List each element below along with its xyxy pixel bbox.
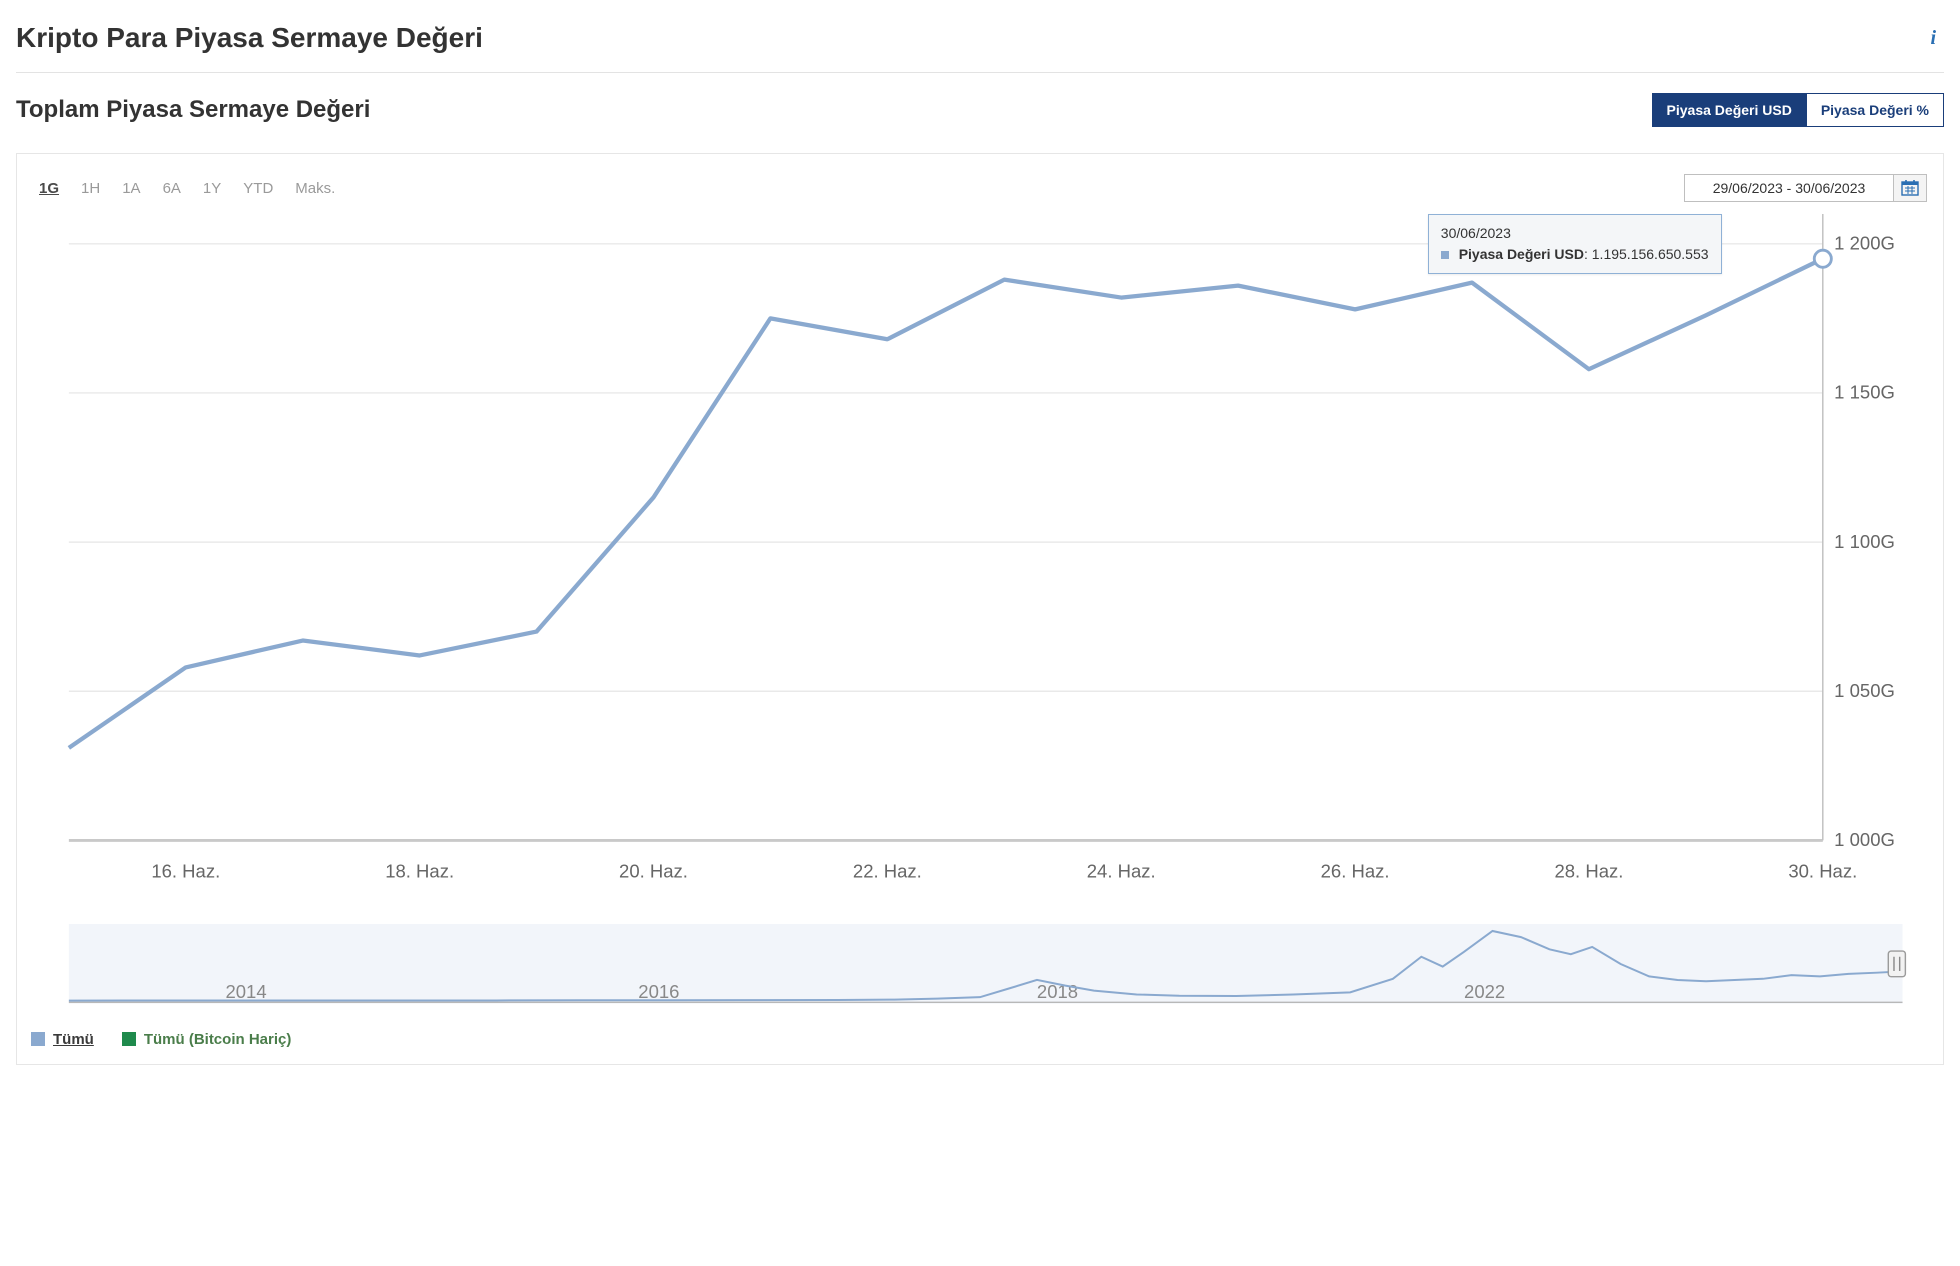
x-tick-label: 18. Haz. <box>385 860 454 881</box>
x-tick-label: 30. Haz. <box>1788 860 1857 881</box>
navigator-handle[interactable] <box>1888 951 1905 977</box>
date-range-input[interactable] <box>1684 174 1894 202</box>
series-line <box>69 259 1823 748</box>
y-tick-label: 1 200G <box>1834 233 1895 254</box>
chart-panel: 1G 1H 1A 6A 1Y YTD Maks. 30/06/2023 <box>16 153 1944 1065</box>
main-chart-area[interactable]: 30/06/2023 Piyasa Değeri USD: 1.195.156.… <box>29 214 1931 912</box>
x-tick-label: 20. Haz. <box>619 860 688 881</box>
y-tick-label: 1 150G <box>1834 382 1895 403</box>
tooltip-series-label: Piyasa Değeri USD <box>1459 246 1584 262</box>
range-tab-ytd[interactable]: YTD <box>243 180 273 197</box>
range-tab-1g[interactable]: 1G <box>39 180 59 197</box>
navigator-chart[interactable]: 2014201620182022 <box>29 924 1931 1015</box>
range-tab-1y[interactable]: 1Y <box>203 180 221 197</box>
x-tick-label: 24. Haz. <box>1087 860 1156 881</box>
legend-label: Tümü <box>53 1031 94 1048</box>
main-chart-svg: 1 000G 1 050G 1 100G 1 150G 1 200G 16. Haz. 18… <box>29 214 1931 912</box>
range-tab-1a[interactable]: 1A <box>122 180 140 197</box>
section-title: Toplam Piyasa Sermaye Değeri <box>16 96 370 124</box>
x-tick-label: 28. Haz. <box>1554 860 1623 881</box>
calendar-icon[interactable] <box>1894 174 1927 202</box>
tooltip-value: 1.195.156.650.553 <box>1592 246 1709 262</box>
page-title: Kripto Para Piyasa Sermaye Değeri <box>16 22 483 54</box>
value-toggle-group: Piyasa Değeri USD Piyasa Değeri % <box>1652 93 1944 127</box>
range-tab-maks[interactable]: Maks. <box>295 180 335 197</box>
range-tabs: 1G 1H 1A 6A 1Y YTD Maks. <box>39 180 335 197</box>
highlight-marker <box>1814 250 1831 267</box>
y-tick-label: 1 050G <box>1834 680 1895 701</box>
chart-tooltip: 30/06/2023 Piyasa Değeri USD: 1.195.156.… <box>1428 214 1722 274</box>
chart-legend: Tümü Tümü (Bitcoin Hariç) <box>29 1015 1931 1052</box>
legend-label: Tümü (Bitcoin Hariç) <box>144 1031 292 1048</box>
legend-swatch <box>31 1032 45 1046</box>
y-tick-label: 1 100G <box>1834 531 1895 552</box>
tooltip-series-dot <box>1441 251 1449 259</box>
toggle-percent-button[interactable]: Piyasa Değeri % <box>1807 93 1944 127</box>
tooltip-date: 30/06/2023 <box>1441 223 1709 244</box>
navigator-year-label: 2022 <box>1464 981 1505 1002</box>
x-tick-label: 26. Haz. <box>1321 860 1390 881</box>
range-tab-1h[interactable]: 1H <box>81 180 100 197</box>
info-icon[interactable]: i <box>1922 25 1944 52</box>
toggle-usd-button[interactable]: Piyasa Değeri USD <box>1652 93 1807 127</box>
divider <box>16 72 1944 73</box>
legend-item[interactable]: Tümü <box>31 1031 94 1048</box>
legend-item[interactable]: Tümü (Bitcoin Hariç) <box>122 1031 292 1048</box>
navigator-year-label: 2016 <box>638 981 679 1002</box>
navigator-selection[interactable] <box>69 924 1903 1004</box>
legend-swatch <box>122 1032 136 1046</box>
y-tick-label: 1 000G <box>1834 829 1895 850</box>
range-tab-6a[interactable]: 6A <box>163 180 181 197</box>
navigator-year-label: 2014 <box>225 981 266 1002</box>
x-tick-label: 22. Haz. <box>853 860 922 881</box>
x-tick-label: 16. Haz. <box>151 860 220 881</box>
